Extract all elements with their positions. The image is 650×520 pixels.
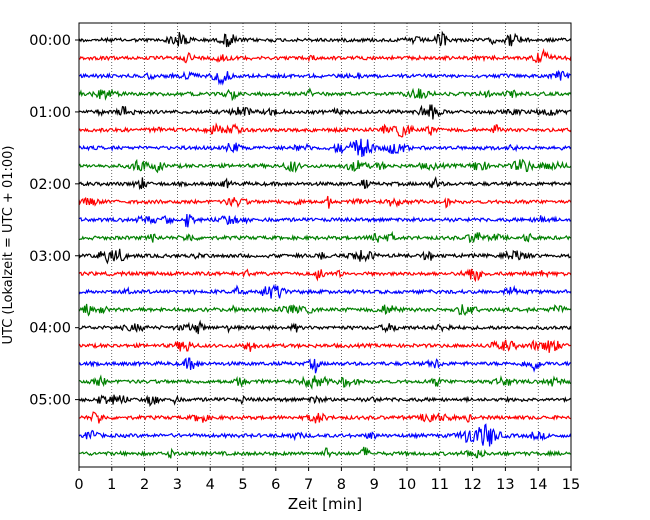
trace-2 [79,69,572,86]
x-tick-label-0: 0 [74,477,83,493]
trace-0 [78,30,572,48]
y-axis-ticks: 00:00 01:00 02:00 03:00 04:00 05:00 [29,33,79,409]
x-tick-label-12: 12 [463,477,481,493]
y-axis-label: UTC (Lokalzeit = UTC + 01:00) [1,146,16,345]
trace-11 [78,230,572,244]
trace-3 [78,87,572,102]
y-tick-label-3: 03:00 [29,249,71,265]
x-axis-label: Zeit [min] [288,495,362,513]
x-tick-label-4: 4 [206,477,215,493]
trace-20 [78,394,572,408]
trace-9 [78,195,572,209]
y-tick-label-1: 01:00 [29,105,71,121]
x-tick-label-8: 8 [337,477,346,493]
x-grid [111,23,539,467]
trace-4 [78,104,572,120]
trace-8 [78,176,572,191]
plot-frame [78,22,572,468]
trace-14 [78,284,572,299]
trace-6 [78,138,572,158]
trace-5 [78,122,572,138]
x-tick-label-1: 1 [107,477,116,493]
x-tick-label-9: 9 [370,477,379,493]
trace-13 [78,268,572,283]
trace-23 [78,446,572,459]
trace-15 [78,303,572,317]
trace-19 [78,374,572,391]
x-tick-label-10: 10 [398,477,416,493]
x-tick-label-11: 11 [431,477,449,493]
x-tick-label-5: 5 [238,477,247,493]
y-tick-label-4: 04:00 [29,321,71,337]
x-tick-label-2: 2 [140,477,149,493]
x-tick-label-14: 14 [529,477,547,493]
trace-10 [78,213,572,228]
trace-16 [78,319,572,335]
x-axis-ticks: 0 1 2 3 4 5 6 7 8 9 10 11 12 13 14 15 [74,467,580,493]
y-tick-label-2: 02:00 [29,177,71,193]
trace-21 [78,411,572,424]
trace-22 [78,423,572,447]
y-tick-label-5: 05:00 [29,393,71,409]
trace-12 [78,248,572,265]
trace-1 [78,48,572,64]
trace-18 [78,357,572,374]
trace-7 [78,158,572,174]
x-tick-label-7: 7 [304,477,313,493]
x-tick-label-3: 3 [173,477,182,493]
x-tick-label-13: 13 [496,477,514,493]
x-tick-label-6: 6 [271,477,280,493]
trace-17 [78,339,571,353]
traces-layer [78,30,572,459]
y-tick-label-0: 00:00 [29,33,71,49]
x-tick-label-15: 15 [562,477,580,493]
